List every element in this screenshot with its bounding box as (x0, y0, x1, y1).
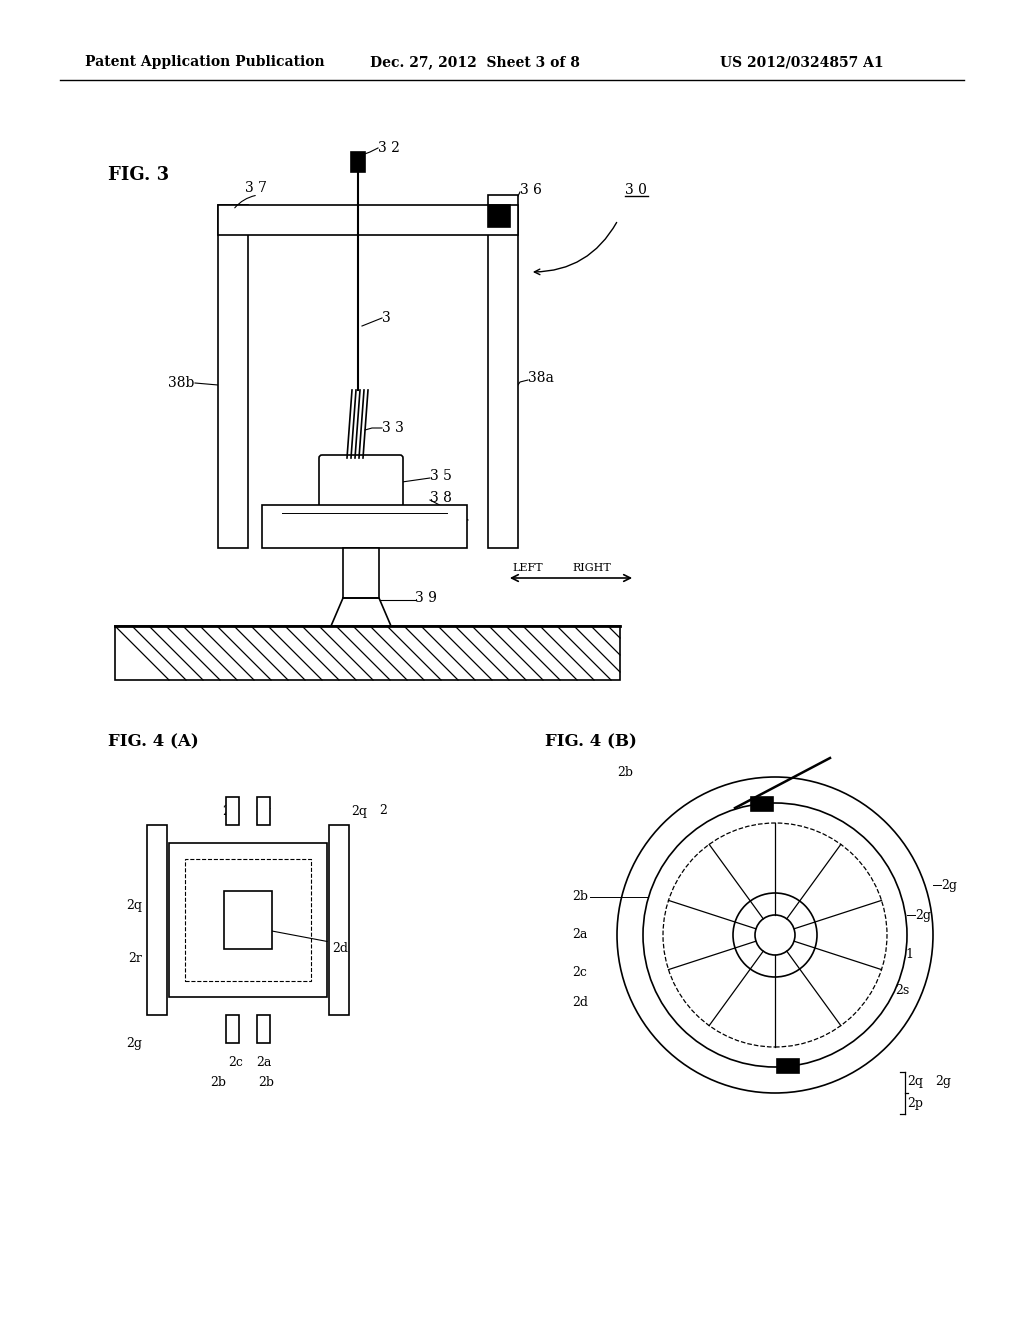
Bar (351, 152, 365, 172)
Text: Dec. 27, 2012  Sheet 3 of 8: Dec. 27, 2012 Sheet 3 of 8 (370, 55, 580, 69)
Text: 3: 3 (382, 312, 391, 325)
Text: 2q: 2q (126, 899, 142, 912)
Bar (751, 797, 773, 810)
Bar (257, 1015, 270, 1043)
Text: 3 8: 3 8 (430, 491, 452, 506)
Text: 2b: 2b (572, 891, 588, 903)
Text: 38a: 38a (528, 371, 554, 385)
Text: LEFT: LEFT (512, 564, 543, 573)
Text: 2c: 2c (572, 966, 587, 979)
Text: 3 2: 3 2 (378, 141, 400, 154)
Text: 2g: 2g (941, 879, 957, 891)
Text: 3 5: 3 5 (430, 469, 452, 483)
Bar (488, 195, 518, 548)
Bar (262, 506, 467, 548)
Bar (147, 825, 167, 1015)
Bar (169, 843, 327, 997)
Bar (488, 205, 510, 227)
Text: 2g: 2g (915, 908, 931, 921)
Text: 1: 1 (905, 949, 913, 961)
Text: FIG. 4 (B): FIG. 4 (B) (545, 734, 637, 751)
Text: 3 7: 3 7 (245, 181, 267, 195)
Bar (226, 1015, 239, 1043)
Bar (185, 859, 311, 981)
Text: 2g: 2g (935, 1076, 951, 1089)
Text: 2p: 2p (222, 804, 238, 817)
FancyBboxPatch shape (319, 455, 403, 508)
Bar (329, 825, 349, 1015)
Bar (257, 797, 270, 825)
Text: 2q: 2q (907, 1076, 923, 1089)
Text: 2d: 2d (332, 941, 348, 954)
Text: 3 6: 3 6 (520, 183, 542, 197)
Bar (226, 797, 239, 825)
Text: 2g: 2g (126, 1036, 142, 1049)
Text: 2r: 2r (128, 952, 142, 965)
Text: 2q: 2q (351, 804, 367, 817)
Text: Patent Application Publication: Patent Application Publication (85, 55, 325, 69)
Text: 38b: 38b (168, 376, 195, 389)
Text: 2s: 2s (895, 983, 909, 997)
Text: 3 9: 3 9 (415, 591, 437, 605)
Text: RIGHT: RIGHT (572, 564, 610, 573)
Text: 3 0: 3 0 (625, 183, 647, 197)
Bar (115, 626, 620, 680)
Text: 2p: 2p (907, 1097, 923, 1110)
Bar (343, 548, 379, 598)
Text: 2d: 2d (572, 997, 588, 1010)
Bar (218, 205, 518, 235)
Text: 2b: 2b (258, 1077, 274, 1089)
Text: US 2012/0324857 A1: US 2012/0324857 A1 (720, 55, 884, 69)
Text: 2: 2 (379, 804, 387, 817)
Text: 2b: 2b (210, 1077, 226, 1089)
Bar (218, 205, 248, 548)
Text: 2a: 2a (572, 928, 588, 941)
Polygon shape (331, 598, 391, 626)
Bar (777, 1060, 799, 1073)
Text: 2b: 2b (617, 767, 633, 780)
Text: FIG. 4 (A): FIG. 4 (A) (108, 734, 199, 751)
Text: FIG. 3: FIG. 3 (108, 166, 169, 183)
Text: 2c: 2c (228, 1056, 243, 1069)
Text: 3 3: 3 3 (382, 421, 403, 436)
Bar (224, 891, 272, 949)
Text: 2g: 2g (255, 804, 271, 817)
Text: 2a: 2a (256, 1056, 271, 1069)
